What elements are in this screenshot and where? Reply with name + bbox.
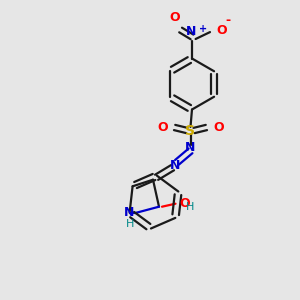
Text: H: H (186, 202, 194, 212)
Text: +: + (199, 25, 207, 34)
Text: S: S (185, 124, 196, 137)
Text: O: O (169, 11, 180, 24)
Text: N: N (185, 141, 196, 154)
Text: N: N (170, 159, 181, 172)
Text: N: N (124, 206, 134, 219)
Text: H: H (126, 219, 135, 229)
Text: O: O (157, 121, 168, 134)
Text: N: N (186, 26, 196, 38)
Text: -: - (225, 14, 230, 27)
Text: O: O (213, 121, 224, 134)
Text: O: O (216, 23, 226, 37)
Text: O: O (179, 197, 190, 210)
